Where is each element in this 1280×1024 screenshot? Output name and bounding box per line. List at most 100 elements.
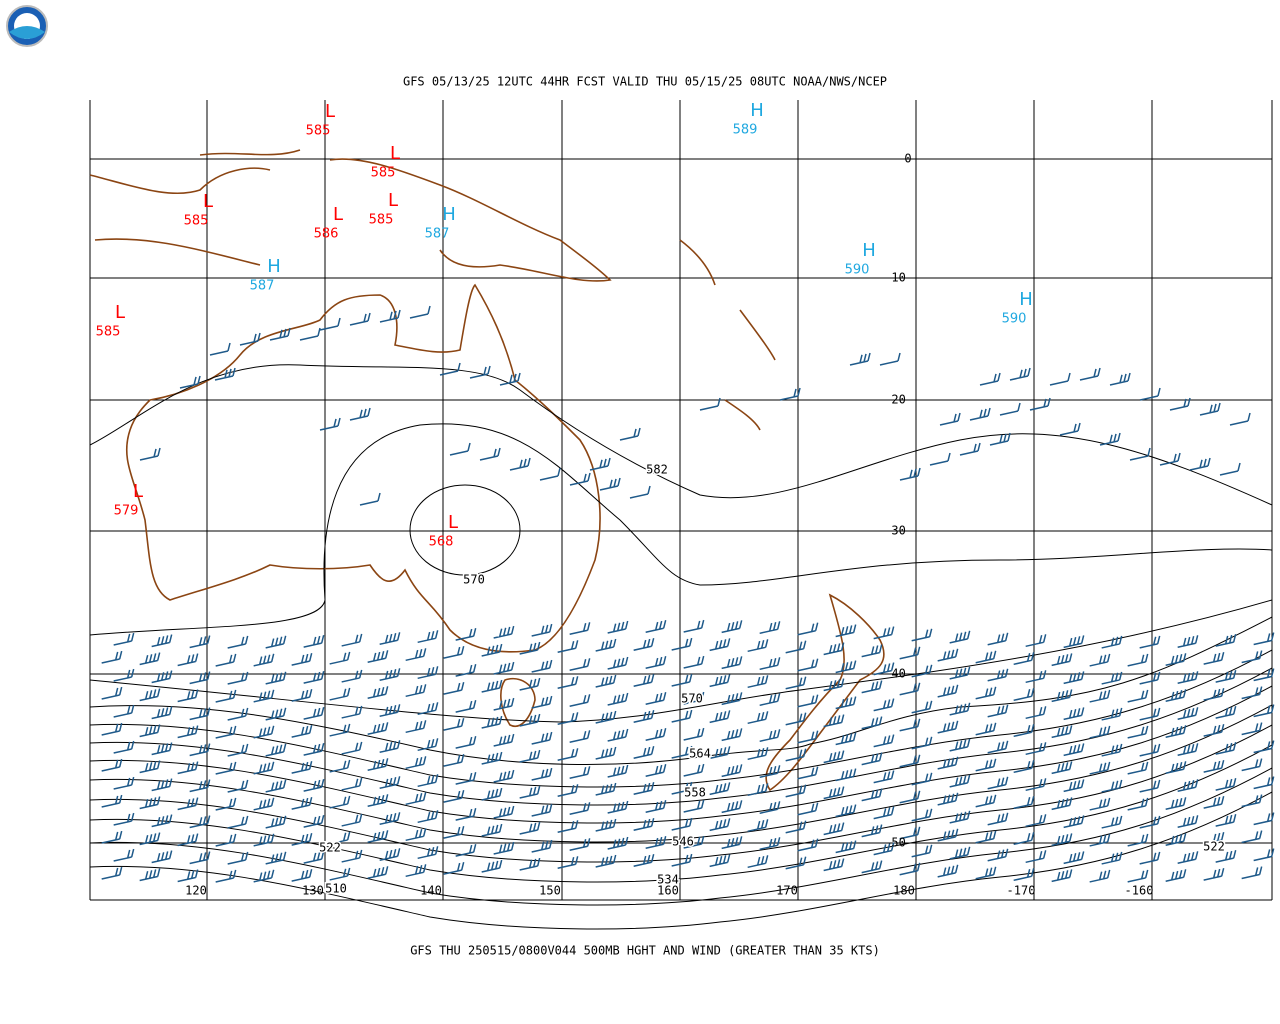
wind-barb [607, 728, 629, 742]
lon-label: 150 [539, 884, 561, 898]
wind-barb [291, 796, 313, 810]
wind-barb [531, 803, 553, 817]
wind-barb [329, 723, 351, 737]
wind-barb [303, 850, 325, 864]
wind-barb [569, 730, 591, 744]
wind-barb [975, 866, 997, 880]
wind-barb [1025, 814, 1047, 828]
center-value: 590 [845, 263, 870, 278]
wind-barb [557, 676, 579, 690]
wind-barb [1051, 761, 1073, 775]
wind-barb [633, 638, 655, 651]
wind-barb [253, 869, 275, 883]
center-symbol: L [133, 481, 143, 502]
wind-barb [214, 367, 236, 381]
wind-barb [595, 854, 617, 868]
wind-barb [177, 797, 199, 811]
wind-barb [785, 820, 807, 834]
wind-barb [253, 689, 275, 703]
wind-barb [987, 668, 1009, 682]
wind-barb [113, 848, 135, 862]
wind-barb [177, 761, 199, 775]
wind-barb [595, 710, 617, 724]
wind-barb [379, 668, 401, 682]
wind-barb [329, 687, 351, 701]
wind-barb [1253, 740, 1275, 754]
wind-barb [1025, 742, 1047, 756]
lat-label: -50 [884, 836, 906, 850]
wind-barb [1165, 653, 1187, 667]
wind-barb [835, 624, 857, 638]
wind-barb [899, 467, 921, 481]
wind-barb [823, 750, 845, 764]
lon-label: 120 [185, 884, 207, 898]
wind-barb [1013, 652, 1035, 666]
wind-barb [779, 387, 801, 401]
wind-barb [1089, 689, 1111, 703]
wind-barb [1013, 796, 1035, 810]
wind-barb [409, 305, 431, 319]
center-symbol: H [1019, 289, 1033, 310]
wind-barb [139, 796, 161, 810]
wind-barb [873, 698, 895, 712]
wind-barb [785, 676, 807, 690]
wind-barb [987, 776, 1009, 790]
wind-barb [455, 843, 477, 857]
wind-barb [265, 635, 287, 649]
wind-barb [873, 626, 895, 640]
wind-barb [449, 442, 471, 456]
wind-barb [405, 756, 427, 770]
wind-barb [949, 630, 971, 644]
contour-label: 522 [1203, 840, 1225, 854]
wind-barb [319, 417, 341, 431]
wind-barb [265, 743, 287, 757]
center-value: 587 [425, 227, 450, 242]
wind-barb [861, 788, 883, 802]
wind-barb [1063, 851, 1085, 865]
wind-barb [113, 812, 135, 826]
wind-barb [975, 686, 997, 700]
center-symbol: H [750, 100, 764, 121]
wind-barb [949, 666, 971, 680]
wind-barb [151, 778, 173, 792]
wind-barb [1241, 830, 1263, 844]
wind-barb [975, 650, 997, 664]
wind-barb [101, 866, 123, 880]
wind-barb [367, 722, 389, 736]
wind-barb [937, 720, 959, 734]
wind-barb [113, 740, 135, 754]
wind-barb [455, 735, 477, 749]
wind-barb [227, 707, 249, 721]
center-symbol: L [448, 512, 458, 533]
wind-barb [1139, 671, 1161, 685]
wind-barb [557, 856, 579, 870]
wind-barb [709, 854, 731, 868]
wind-barb [721, 620, 743, 634]
wind-barb [1203, 687, 1225, 701]
wind-barb [291, 688, 313, 702]
wind-barb [1127, 833, 1149, 847]
wind-barb [911, 772, 933, 786]
wind-barb [519, 641, 541, 655]
lon-label: -170 [1007, 884, 1036, 898]
wind-barb [1159, 452, 1181, 466]
wind-barb [341, 813, 363, 827]
contour-label: 522 [319, 841, 341, 855]
wind-barb [499, 372, 521, 386]
wind-barb [227, 815, 249, 829]
wind-barb [1177, 707, 1199, 721]
wind-barb [177, 833, 199, 847]
wind-barb [417, 774, 439, 788]
wind-barb [265, 671, 287, 685]
wind-barb [253, 833, 275, 847]
wind-barb [303, 742, 325, 756]
wind-barb [481, 823, 503, 837]
center-value: 585 [306, 124, 331, 139]
wind-barb [569, 838, 591, 852]
wind-barb [1165, 761, 1187, 775]
wind-barb [569, 622, 591, 636]
lat-label: -30 [884, 524, 906, 538]
wind-barb [595, 638, 617, 652]
wind-barb [709, 782, 731, 796]
wind-barb [531, 695, 553, 709]
